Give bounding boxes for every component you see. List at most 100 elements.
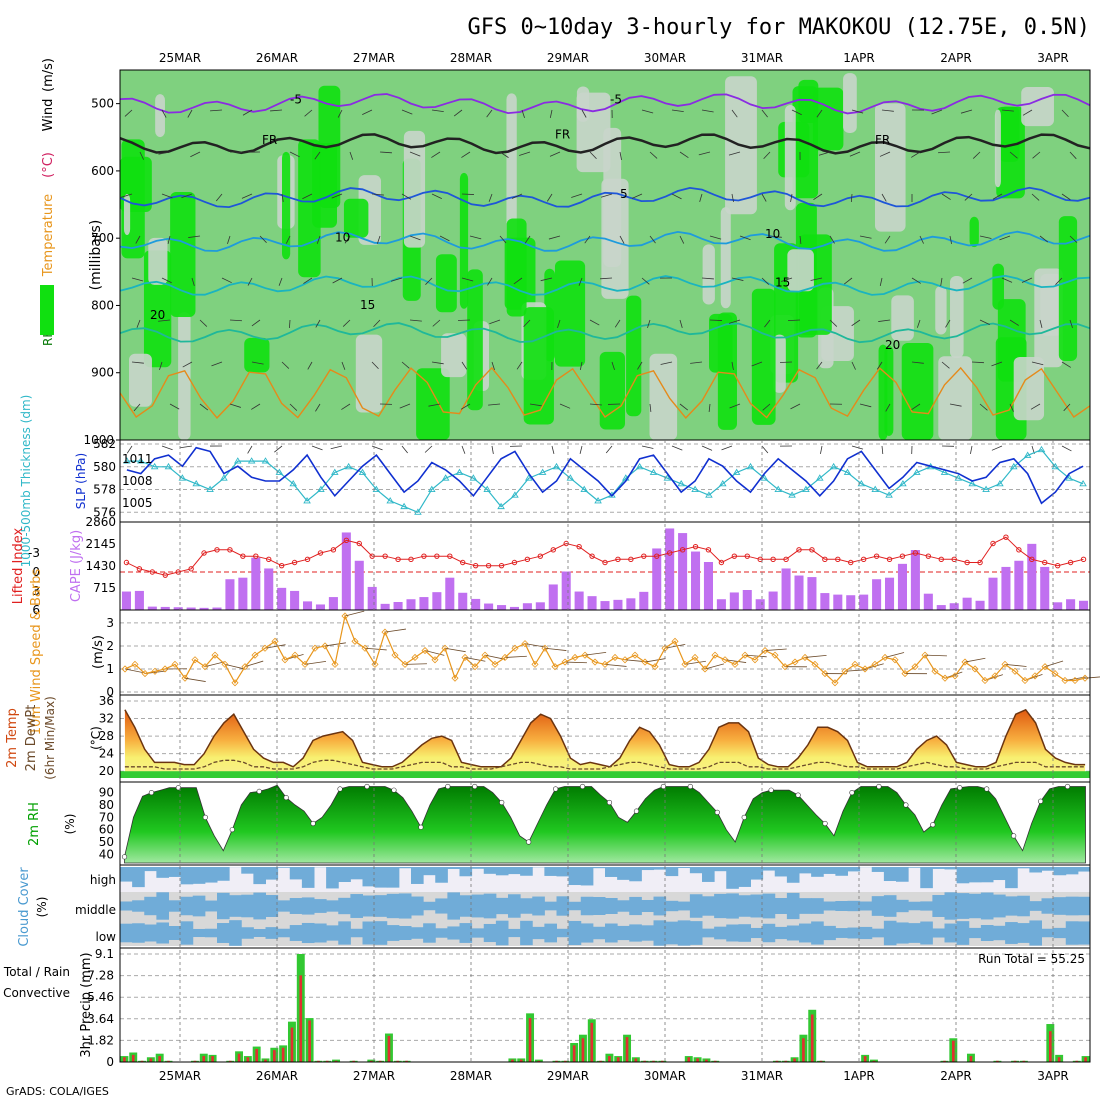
cloud-cell <box>968 893 982 919</box>
wind-barb <box>460 403 471 410</box>
contour-label: FR <box>555 128 570 142</box>
wind-barb <box>1030 403 1041 410</box>
wind-barb <box>546 193 553 202</box>
wind-barb <box>499 151 509 158</box>
li-point <box>718 559 725 566</box>
cloud-cell <box>932 928 945 938</box>
wind-speed-point <box>371 660 379 668</box>
cloud-cell <box>156 922 169 944</box>
precip-conv-bar <box>599 1060 602 1062</box>
cloud-cell <box>168 926 182 940</box>
wind-barb <box>371 193 384 196</box>
credit-text: GrADS: COLA/IGES <box>6 1085 109 1098</box>
wind-barb <box>619 235 625 244</box>
wind-barb <box>911 151 921 158</box>
wind-barb <box>851 109 864 114</box>
wind-barb <box>504 655 527 658</box>
wind-barb <box>1084 676 1100 679</box>
wind-speed-point <box>351 637 359 645</box>
rh-point <box>849 790 855 796</box>
wind-speed-point <box>691 653 699 662</box>
cape-bar <box>600 601 610 610</box>
wind-speed-point <box>1001 660 1009 668</box>
cape-tick: 2860 <box>85 515 116 529</box>
cloud-cell <box>1005 867 1018 889</box>
wind-barb <box>945 319 951 328</box>
precip-conv-bar <box>784 1060 788 1062</box>
wind-barb <box>992 193 1003 200</box>
slp-tick: 1011 <box>122 452 153 466</box>
wind-barb <box>425 277 433 285</box>
wind-barb <box>307 361 313 370</box>
precip-conv-bar <box>590 1022 594 1062</box>
wind-barb <box>519 151 531 156</box>
precip-tick: 1.82 <box>87 1033 114 1047</box>
thickness-point <box>829 462 838 470</box>
rh-low-patch <box>994 109 1001 188</box>
cloud-cell <box>665 900 679 912</box>
wind-barb <box>611 361 615 370</box>
wind-barb <box>281 193 284 203</box>
thickness-point <box>857 479 866 487</box>
wind-barb <box>578 277 583 286</box>
precip-tick: 5.46 <box>87 990 114 1004</box>
wind-barb <box>242 109 253 116</box>
cloud-cell <box>544 901 557 911</box>
wind-barb <box>159 361 163 370</box>
rh-point <box>337 786 343 792</box>
wind-barb <box>964 657 986 663</box>
wind-barb <box>161 445 173 451</box>
cloud-cell <box>726 867 739 889</box>
cloud-cell <box>920 901 933 911</box>
rh-point <box>364 783 370 790</box>
cape-bar <box>445 577 455 610</box>
cape-bar <box>988 577 998 610</box>
wind-barb <box>431 109 444 113</box>
contour-label: FR <box>875 133 890 147</box>
li-point <box>460 559 466 566</box>
precip-conv-bar <box>246 1057 250 1062</box>
wind-speed-point <box>881 653 889 662</box>
cloud-cell <box>289 898 303 914</box>
isotherm-FR <box>119 133 1091 155</box>
wind-barb <box>244 660 264 668</box>
wind-barb <box>1001 109 1014 112</box>
wind-barb <box>371 445 383 451</box>
wind-barb <box>571 193 583 198</box>
wind-barb <box>584 235 591 244</box>
isotherm-25 <box>119 366 1091 419</box>
cloud-cell <box>265 895 279 917</box>
wind-barb <box>641 445 654 449</box>
wind-barb <box>859 235 872 239</box>
wind-barb <box>1039 319 1043 328</box>
cloud-cell <box>132 923 145 943</box>
wind-barb <box>461 151 471 158</box>
wind-barb <box>881 445 884 455</box>
wind-barb <box>187 109 193 118</box>
wind-barb <box>161 109 167 118</box>
li-point <box>912 550 919 556</box>
rh-high-patch <box>717 312 737 430</box>
thickness-point <box>220 474 228 481</box>
wind-barb <box>373 319 381 328</box>
date-label-bottom: 3APR <box>1037 1069 1068 1083</box>
wind-barb <box>491 445 494 455</box>
cloud-cell <box>956 921 970 945</box>
cloud-cell <box>750 894 764 918</box>
wind-barb <box>729 403 741 409</box>
cloud-cell <box>920 867 933 889</box>
thickness-point <box>746 462 755 470</box>
cloud-cell <box>968 927 982 939</box>
wind-barb <box>876 361 883 370</box>
cape-bar <box>251 557 261 610</box>
li-point <box>990 540 996 547</box>
cape-bar <box>678 533 688 610</box>
wind-barb <box>524 643 546 648</box>
wind-barb <box>679 151 689 159</box>
wind-speed-point <box>701 665 709 673</box>
cloud-cell <box>726 924 739 942</box>
cloud-cell <box>398 925 412 941</box>
rh-point <box>957 785 963 791</box>
cape-bar <box>1040 566 1050 610</box>
wind-barb <box>664 643 686 649</box>
